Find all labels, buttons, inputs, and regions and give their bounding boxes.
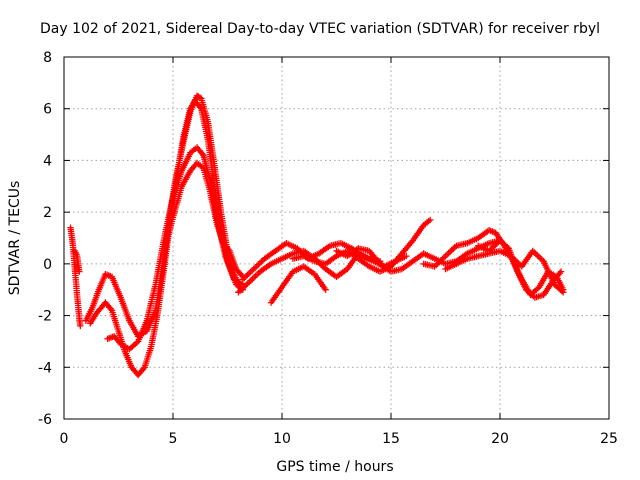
data-points [267,263,329,306]
chart-title: Day 102 of 2021, Sidereal Day-to-day VTE… [40,21,600,37]
y-tick-label: 6 [43,102,52,118]
plot-frame [63,56,610,420]
y-tick-label: 2 [43,205,52,221]
series-arc-9 [267,263,329,306]
series-arc-8 [239,240,410,283]
data-points [71,247,83,275]
y-tick-label: 8 [43,50,52,66]
axis-ticks: 0 5 10 15 20 25 -6 -4 -2 0 2 4 6 8 [38,50,618,447]
series-arc-1 [67,224,84,330]
y-tick-label: -6 [38,412,52,428]
x-tick-label: 25 [600,431,618,447]
y-axis-label: SDTVAR / TECUs [7,181,23,296]
x-tick-label: 20 [491,431,509,447]
data-points [161,159,246,280]
y-tick-label: 4 [43,153,52,169]
series-arc-5 [104,144,246,353]
y-tick-label: 0 [43,257,52,273]
data-series [67,92,567,379]
data-points [475,237,565,301]
series-arc-2 [71,247,83,275]
x-axis-label: GPS time / hours [276,459,393,475]
series-arc-14 [475,237,565,301]
data-points [67,224,84,330]
x-tick-label: 0 [60,431,69,447]
data-points [239,240,410,283]
y-tick-label: -4 [38,360,52,376]
data-points [104,144,246,353]
y-tick-label: -2 [38,309,52,325]
x-tick-label: 15 [382,431,400,447]
series-arc-6 [161,159,246,280]
x-tick-label: 5 [169,431,178,447]
x-tick-label: 10 [273,431,291,447]
